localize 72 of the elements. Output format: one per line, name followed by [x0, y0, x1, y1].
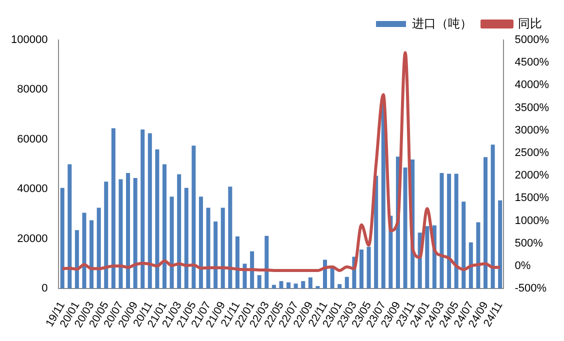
bar: [301, 281, 306, 289]
y-tick-label: 0: [42, 282, 48, 295]
y2-tick-label: 2500%: [514, 147, 550, 160]
bar: [118, 179, 123, 289]
bar: [60, 188, 64, 289]
y2-tick-label: 1500%: [514, 192, 550, 204]
legend-label: 同比: [518, 16, 542, 30]
y2-tick-label: 3000%: [514, 124, 550, 136]
bar: [344, 276, 349, 289]
bar: [366, 246, 371, 289]
bar: [264, 236, 269, 289]
y-tick-label: 40000: [17, 183, 48, 196]
bar: [126, 172, 130, 289]
bar: [90, 220, 94, 289]
bar: [68, 164, 72, 289]
bar: [330, 268, 334, 289]
y2-tick-label: 500%: [514, 237, 544, 250]
bar: [198, 196, 203, 289]
bar: [468, 242, 473, 289]
bar: [308, 277, 312, 289]
y2-tick-label: 1000%: [514, 214, 550, 227]
bar: [338, 284, 342, 289]
y-tick-label: 100000: [10, 34, 48, 46]
bar: [96, 208, 101, 289]
bar: [111, 128, 116, 289]
bar: [177, 174, 182, 289]
bar: [220, 208, 225, 289]
y-tick-label: 60000: [17, 133, 48, 146]
bar: [257, 275, 262, 289]
bar: [133, 178, 138, 289]
bar: [214, 221, 218, 289]
bar: [235, 236, 240, 289]
bar: [490, 144, 495, 289]
y2-tick-label: 5000%: [514, 34, 550, 46]
y2-tick-label: 3500%: [514, 102, 550, 114]
bar: [454, 174, 458, 289]
bar: [476, 222, 480, 289]
bar: [228, 186, 232, 289]
y2-tick-label: -500%: [514, 282, 547, 295]
line-series: [60, 51, 502, 272]
legend-label: 进口（吨）: [412, 16, 472, 30]
bar: [403, 168, 408, 289]
bar: [206, 208, 210, 289]
bar: [279, 281, 284, 289]
bar: [192, 146, 196, 289]
bar: [286, 282, 291, 289]
y2-tick-label: 2000%: [514, 170, 550, 182]
bar: [359, 250, 364, 289]
bar: [162, 164, 166, 289]
bar: [484, 157, 488, 289]
bar: [272, 284, 276, 289]
bar: [498, 200, 502, 289]
y-tick-label: 80000: [17, 84, 48, 96]
y2-tick-label: 4000%: [514, 79, 550, 92]
bar: [440, 172, 444, 289]
bar: [250, 251, 254, 289]
y-tick-label: 20000: [17, 232, 48, 245]
bar: [148, 133, 152, 289]
bar: [155, 149, 160, 289]
y2-tick-label: 0%: [514, 260, 531, 272]
bar: [140, 129, 145, 289]
bar: [294, 284, 298, 289]
bar: [74, 230, 79, 289]
y2-tick-label: 4500%: [514, 56, 550, 69]
bar: [425, 226, 430, 289]
bar: [184, 188, 188, 289]
bar: [170, 196, 174, 289]
bar: [104, 182, 108, 289]
bar: [462, 202, 466, 289]
bar: [447, 174, 452, 289]
bar: [82, 212, 86, 289]
bar: [316, 286, 320, 289]
